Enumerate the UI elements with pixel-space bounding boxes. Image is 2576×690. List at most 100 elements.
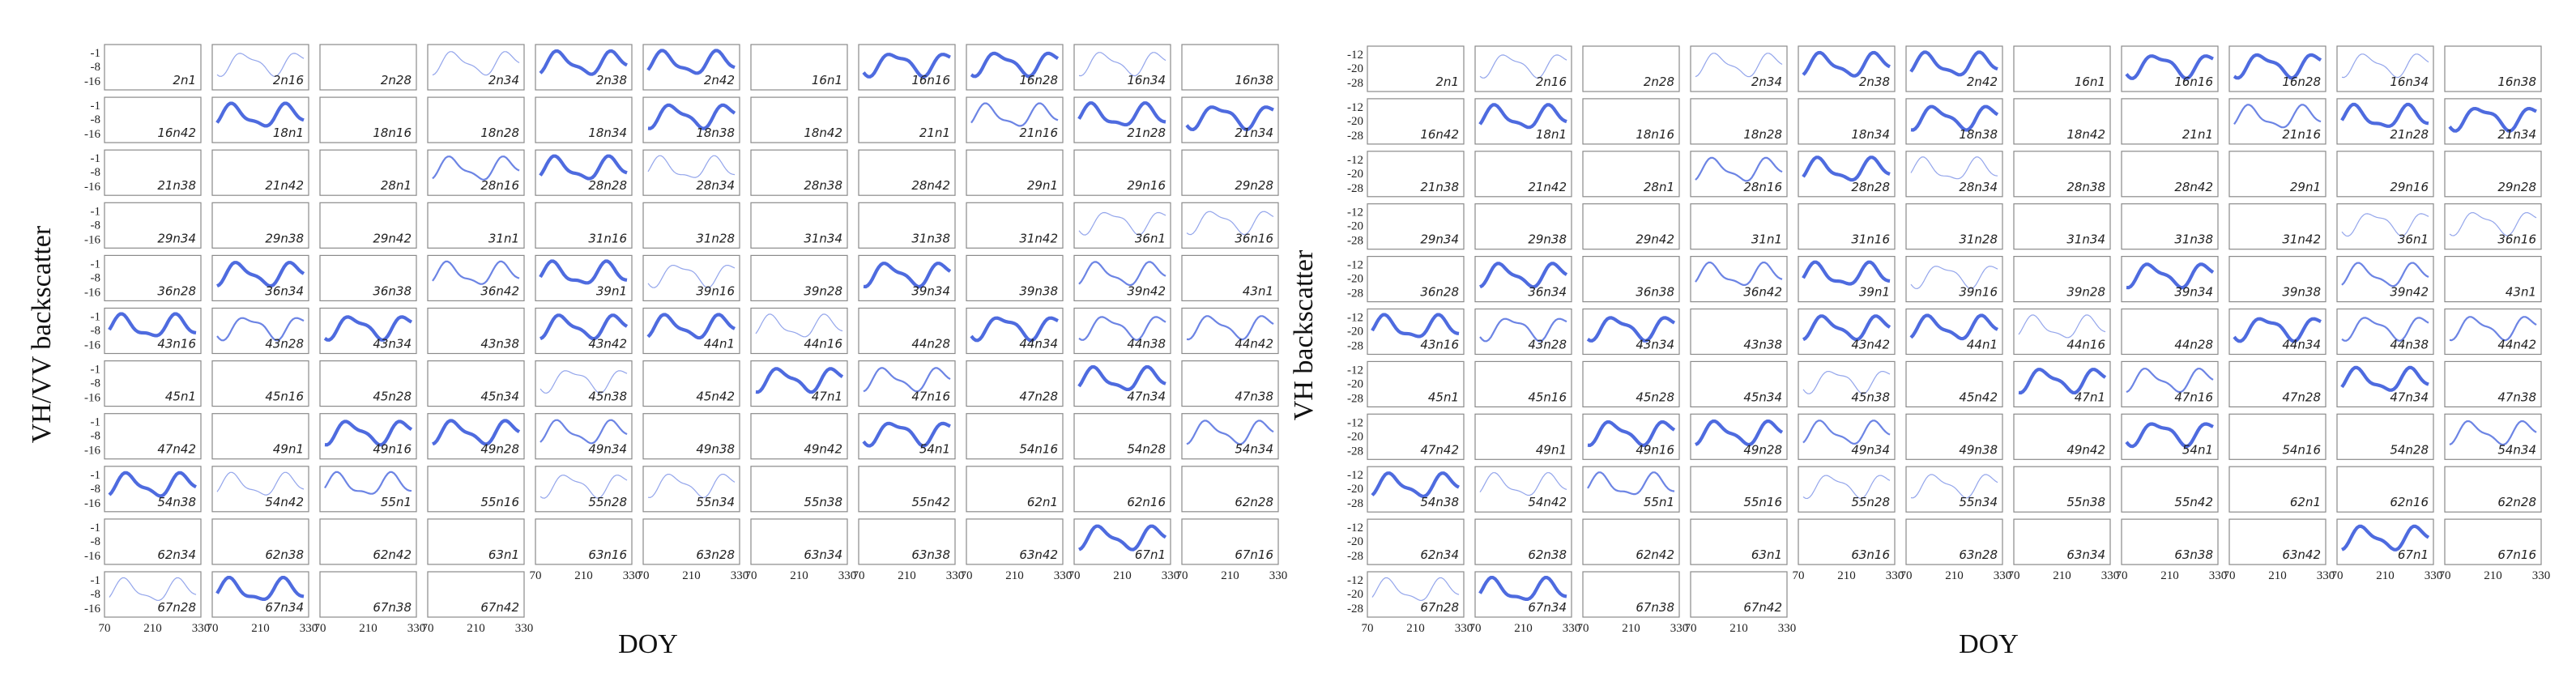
panel-frame bbox=[1798, 518, 1896, 565]
panel-frame bbox=[966, 202, 1064, 249]
panel-label: 2n42 bbox=[704, 73, 735, 87]
subplot-panel: 29n1 bbox=[966, 149, 1064, 196]
panel-frame bbox=[1073, 202, 1171, 249]
x-tick-label: 330 bbox=[300, 622, 318, 635]
panel-label: 21n28 bbox=[1127, 126, 1166, 140]
x-tick-label: 70 bbox=[1793, 569, 1805, 582]
subplot-panel: 63n28 bbox=[642, 518, 740, 565]
panel-label: 31n38 bbox=[2174, 232, 2213, 247]
panel-label: 18n28 bbox=[1743, 127, 1782, 142]
y-tick-label: -28 bbox=[1347, 445, 1363, 458]
y-tick-label: -1 bbox=[91, 364, 101, 377]
x-tick-label: 210 bbox=[1622, 622, 1640, 635]
series-line bbox=[1695, 420, 1784, 447]
subplot-panel: 16n16 bbox=[858, 44, 956, 91]
subplot-panel: 47n16 bbox=[858, 360, 956, 407]
y-axis-title: VH/VV backscatter bbox=[27, 225, 57, 443]
panel-label: 62n42 bbox=[373, 547, 412, 562]
panel-label: 63n16 bbox=[588, 547, 627, 562]
panel-frame bbox=[1582, 571, 1680, 618]
x-tick-label: 70 bbox=[2008, 569, 2020, 582]
panel-label: 62n28 bbox=[1235, 495, 1273, 509]
subplot-panel: 2n28 bbox=[1582, 45, 1680, 92]
subplot-panel: 63n1 bbox=[1690, 518, 1788, 565]
panel-label: 49n28 bbox=[1743, 442, 1782, 457]
panel-label: 54n38 bbox=[1420, 495, 1459, 509]
panel-frame bbox=[1474, 360, 1572, 407]
series-line bbox=[1587, 471, 1675, 496]
panel-label: 39n16 bbox=[696, 283, 735, 298]
panel-frame bbox=[211, 518, 309, 565]
panel-frame bbox=[2444, 360, 2542, 407]
series-line bbox=[1479, 317, 1567, 343]
panel-label: 16n1 bbox=[2075, 75, 2105, 89]
panel-label: 36n1 bbox=[1135, 231, 1166, 245]
series-line bbox=[1910, 474, 1998, 499]
subplot-panel: 44n38 bbox=[2336, 308, 2434, 356]
panel-frame bbox=[2228, 413, 2327, 460]
series-line bbox=[1078, 524, 1167, 552]
x-tick-label: 210 bbox=[251, 622, 270, 635]
subplot-panel: 54n34 bbox=[1181, 413, 1279, 460]
panel-frame bbox=[1474, 203, 1572, 250]
panel-frame bbox=[1073, 254, 1171, 301]
panel-frame bbox=[2013, 98, 2111, 145]
x-tick-label: 210 bbox=[1406, 622, 1425, 635]
subplot-panel: 47n38 bbox=[1181, 360, 1279, 407]
panel-label: 39n42 bbox=[2390, 285, 2429, 300]
panel-frame bbox=[2121, 98, 2219, 145]
panel-frame bbox=[535, 202, 633, 249]
panel-label: 21n16 bbox=[2282, 127, 2321, 142]
panel-label: 29n28 bbox=[2497, 180, 2536, 194]
subplot-panel: 16n1 bbox=[2013, 45, 2111, 92]
panel-frame bbox=[2444, 98, 2542, 145]
subplot-panel: 2n38 bbox=[535, 44, 633, 91]
subplot-panel: 45n42 bbox=[1905, 360, 2003, 407]
subplot-panel: 16n16 bbox=[2121, 45, 2219, 92]
subplot-panel: 18n1 bbox=[1474, 98, 1572, 145]
subplot-panel: 67n38 bbox=[1582, 571, 1680, 618]
panel-label: 36n38 bbox=[1636, 285, 1674, 300]
series-line bbox=[540, 475, 628, 499]
panel-frame bbox=[1367, 360, 1465, 407]
panel-label: 16n34 bbox=[1127, 73, 1166, 87]
panel-label: 44n28 bbox=[2174, 338, 2213, 352]
x-tick-label: 70 bbox=[1068, 569, 1081, 582]
x-tick-label: 70 bbox=[530, 569, 542, 582]
subplot-panel: 49n28 bbox=[427, 413, 525, 460]
subplot-panel: 36n28 -1-8 -16 bbox=[84, 254, 202, 301]
y-tick-label: -1 bbox=[91, 416, 101, 429]
y-tick-label: -28 bbox=[1347, 550, 1363, 563]
panel-label: 21n34 bbox=[2497, 127, 2536, 142]
subplot-panel: 36n34 bbox=[211, 254, 309, 301]
panel-frame bbox=[2228, 308, 2327, 356]
subplot-panel: 16n1 bbox=[750, 44, 848, 91]
x-tick-label: 330 bbox=[1563, 622, 1581, 635]
panel-label: 63n1 bbox=[1751, 547, 1782, 562]
series-line bbox=[1186, 211, 1274, 236]
panel-label: 29n42 bbox=[373, 231, 412, 245]
panel-frame bbox=[2336, 151, 2434, 198]
subplot-panel: 49n16 bbox=[1582, 413, 1680, 460]
y-tick-label: -20 bbox=[1347, 588, 1363, 601]
panel-frame bbox=[1690, 466, 1788, 513]
panel-frame bbox=[750, 413, 848, 460]
subplot-panel: 43n38 bbox=[1690, 308, 1788, 356]
subplot-panel: 29n16 bbox=[1073, 149, 1171, 196]
x-tick-label: 330 bbox=[407, 622, 426, 635]
subplot-panel: 36n1 bbox=[1073, 202, 1171, 249]
panel-label: 63n42 bbox=[1019, 547, 1058, 562]
y-tick-label: -28 bbox=[1347, 235, 1363, 248]
y-tick-label: -8 bbox=[91, 535, 101, 548]
panel-label: 29n28 bbox=[1235, 178, 1273, 193]
series-line bbox=[1478, 103, 1567, 130]
y-tick-label: -12 bbox=[1347, 574, 1363, 587]
panel-frame bbox=[104, 149, 202, 196]
subplot-panel: 63n16 bbox=[1798, 518, 1896, 565]
subplot-panel: 2n1 -12-20 -28 bbox=[1347, 45, 1465, 92]
subplot-panel: 21n38 -1-8 -16 bbox=[84, 149, 202, 196]
subplot-panel: 54n1 bbox=[2121, 413, 2219, 460]
x-tick-label: 330 bbox=[2425, 569, 2443, 582]
subplot-panel: 21n42 bbox=[1474, 151, 1572, 198]
subplot-panel: 45n38 bbox=[1798, 360, 1896, 407]
